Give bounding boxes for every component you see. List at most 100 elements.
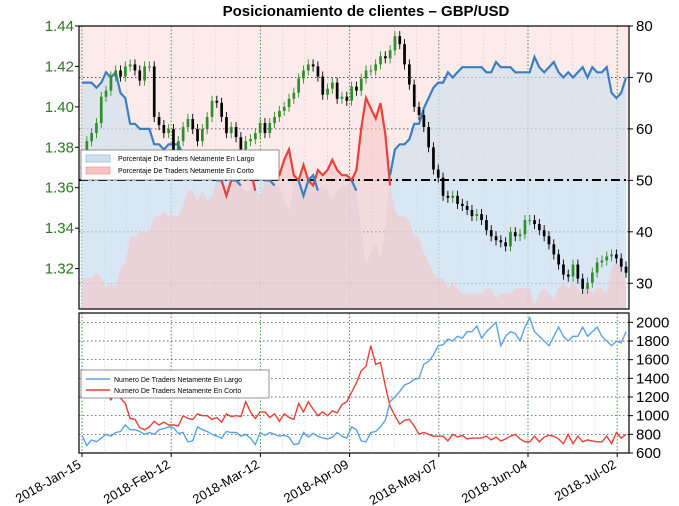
candle-body — [538, 224, 541, 231]
candle-body — [254, 133, 257, 140]
candle-body — [494, 236, 498, 241]
candle-body — [547, 236, 551, 245]
candle-body — [600, 260, 604, 263]
candle-body — [340, 96, 344, 99]
left-axis-ticks: 1.32 1.34 1.36 1.38 1.40 1.42 1.44 — [45, 18, 79, 278]
candle-body — [292, 92, 296, 99]
candle-body — [148, 66, 151, 68]
candle-body — [422, 114, 426, 127]
candle-body — [104, 90, 108, 97]
candle-body — [566, 274, 570, 277]
candle-body — [379, 56, 382, 65]
candle-body — [571, 264, 575, 277]
right-axis-tick-label: 70 — [636, 69, 653, 86]
candle-body — [220, 102, 223, 117]
candle-body — [480, 214, 483, 221]
candle-body — [605, 256, 609, 261]
candle-body — [181, 127, 185, 142]
top-legend-box — [80, 149, 280, 181]
left-axis-tick-label: 1.38 — [45, 139, 74, 156]
legend-swatch-long — [85, 154, 111, 163]
candle-body — [398, 36, 402, 45]
candle-body — [624, 266, 628, 273]
candle-body — [619, 258, 623, 267]
count-axis-tick-label: 600 — [636, 445, 661, 462]
candle-body — [196, 129, 199, 142]
top-legend: Porcentaje De Traders Netamente En Largo… — [80, 149, 280, 181]
candle-body — [225, 117, 228, 134]
candle-body — [441, 177, 445, 196]
candle-body — [427, 127, 430, 148]
candle-body — [331, 82, 334, 89]
left-axis-tick-label: 1.44 — [45, 18, 74, 35]
candle-body — [114, 70, 118, 77]
right-axis-tick-label: 50 — [636, 172, 653, 189]
candle-body — [359, 78, 363, 91]
candle-body — [533, 220, 536, 225]
candle-body — [451, 195, 455, 198]
candle-body — [475, 214, 479, 216]
candle-body — [591, 272, 594, 283]
candle-body — [273, 117, 276, 124]
candle-body — [456, 195, 459, 204]
candle-body — [542, 230, 546, 237]
candle-body — [268, 123, 272, 134]
percent-long-line — [82, 53, 628, 200]
candle-body — [95, 123, 98, 134]
x-axis-tick-label: 2018-Apr-09 — [281, 457, 351, 506]
candle-body — [350, 86, 353, 101]
candle-body — [610, 254, 613, 257]
candle-body — [369, 70, 373, 72]
candle-body — [215, 100, 219, 103]
candle-body — [297, 78, 300, 93]
candle-body — [461, 203, 464, 206]
count-axis-tick-label: 1600 — [636, 352, 669, 369]
count-axis-tick-label: 1200 — [636, 389, 669, 406]
left-axis-tick-label: 1.40 — [45, 99, 74, 116]
candle-body — [489, 230, 493, 237]
candle-body — [210, 100, 214, 117]
left-axis-tick-label: 1.32 — [45, 261, 74, 278]
right-axis-tick-label: 80 — [636, 18, 653, 35]
candle-body — [157, 117, 161, 126]
candle-body — [278, 110, 281, 117]
legend-label-count-short: Numero De Traders Netamente En Corto — [114, 388, 241, 395]
legend-label-long: Porcentaje De Traders Netamente En Largo — [118, 156, 255, 163]
count-axis-tick-label: 2000 — [636, 314, 669, 331]
candle-body — [581, 278, 584, 289]
candle-body — [552, 244, 556, 255]
candle-body — [119, 70, 122, 77]
candle-body — [162, 125, 166, 134]
candle-body — [504, 242, 507, 247]
candle-body — [152, 66, 156, 117]
bottom-legend-box — [80, 369, 270, 399]
candle-body — [244, 141, 248, 150]
candle-body — [133, 64, 137, 71]
legend-swatch-short — [85, 166, 111, 175]
candle-body — [417, 106, 421, 115]
candle-body — [172, 129, 175, 152]
candle-body — [109, 76, 113, 91]
x-axis-ticks: 2018-Jan-15 2018-Feb-12 2018-Mar-12 2018-Ap… — [13, 453, 619, 506]
candle-body — [393, 36, 397, 51]
right-axis-ticks-top: 30 40 50 60 70 80 — [629, 18, 653, 292]
candle-body — [282, 106, 286, 111]
bottom-legend: Numero De Traders Netamente En Largo Num… — [80, 369, 270, 399]
candle-body — [138, 70, 142, 81]
x-axis-tick-label: 2018-Feb-12 — [101, 457, 173, 506]
candle-body — [403, 44, 406, 65]
count-axis-tick-label: 800 — [636, 426, 661, 443]
candle-body — [384, 56, 387, 59]
candle-body — [499, 240, 503, 243]
candle-body — [239, 137, 243, 150]
candle-body — [557, 254, 560, 265]
right-axis-tick-label: 60 — [636, 121, 653, 138]
candle-body — [201, 129, 204, 142]
candle-body — [124, 66, 127, 77]
candle-body — [287, 98, 291, 107]
candle-body — [316, 66, 320, 77]
left-axis-tick-label: 1.42 — [45, 58, 74, 75]
candle-body — [446, 195, 450, 198]
